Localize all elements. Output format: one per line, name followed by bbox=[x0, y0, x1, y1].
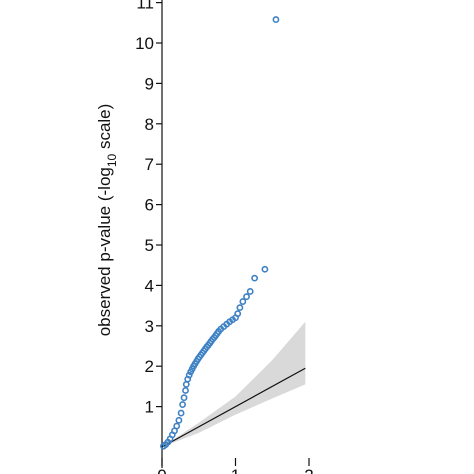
data-point bbox=[236, 304, 244, 312]
y-tick-label: 6 bbox=[145, 196, 154, 215]
data-point bbox=[272, 16, 280, 23]
x-ticks: 0 1 2 bbox=[157, 458, 314, 474]
x-tick-label: 1 bbox=[231, 466, 240, 474]
data-point bbox=[185, 371, 193, 379]
y-axis-title-suffix: scale) bbox=[95, 104, 114, 154]
data-point bbox=[175, 416, 183, 424]
y-tick-label: 1 bbox=[145, 398, 154, 417]
data-point bbox=[177, 409, 185, 417]
data-point bbox=[180, 394, 188, 402]
y-tick-label: 9 bbox=[145, 74, 154, 93]
y-tick-label: 5 bbox=[145, 236, 154, 255]
y-tick-label: 2 bbox=[145, 357, 154, 376]
x-tick-label: 0 bbox=[157, 466, 166, 474]
data-point bbox=[182, 387, 189, 394]
data-point bbox=[239, 298, 247, 305]
data-point bbox=[234, 310, 242, 318]
y-axis-title-prefix: observed p-value (-log bbox=[95, 167, 114, 336]
y-tick-label: 7 bbox=[145, 155, 154, 174]
data-points bbox=[160, 16, 280, 450]
data-point bbox=[243, 293, 250, 301]
y-tick-label: 11 bbox=[136, 0, 154, 13]
y-ticks: 1 2 3 4 5 6 7 8 9 10 11 bbox=[135, 0, 162, 417]
x-tick-label: 2 bbox=[304, 466, 313, 474]
reference-line-layer bbox=[161, 367, 306, 448]
data-point bbox=[251, 274, 259, 282]
data-point bbox=[261, 265, 269, 273]
y-tick-label: 4 bbox=[145, 276, 154, 295]
y-tick-label: 8 bbox=[145, 115, 154, 134]
data-point bbox=[182, 380, 190, 388]
data-point bbox=[179, 401, 186, 408]
data-point bbox=[246, 288, 254, 295]
data-point bbox=[173, 422, 181, 430]
y-tick-label: 3 bbox=[145, 317, 154, 336]
y-tick-label: 10 bbox=[135, 34, 154, 53]
y-axis-title-subscript: 10 bbox=[105, 153, 119, 167]
reference-line bbox=[161, 367, 306, 448]
y-axis-title: observed p-value (-log10 scale) bbox=[95, 104, 119, 337]
